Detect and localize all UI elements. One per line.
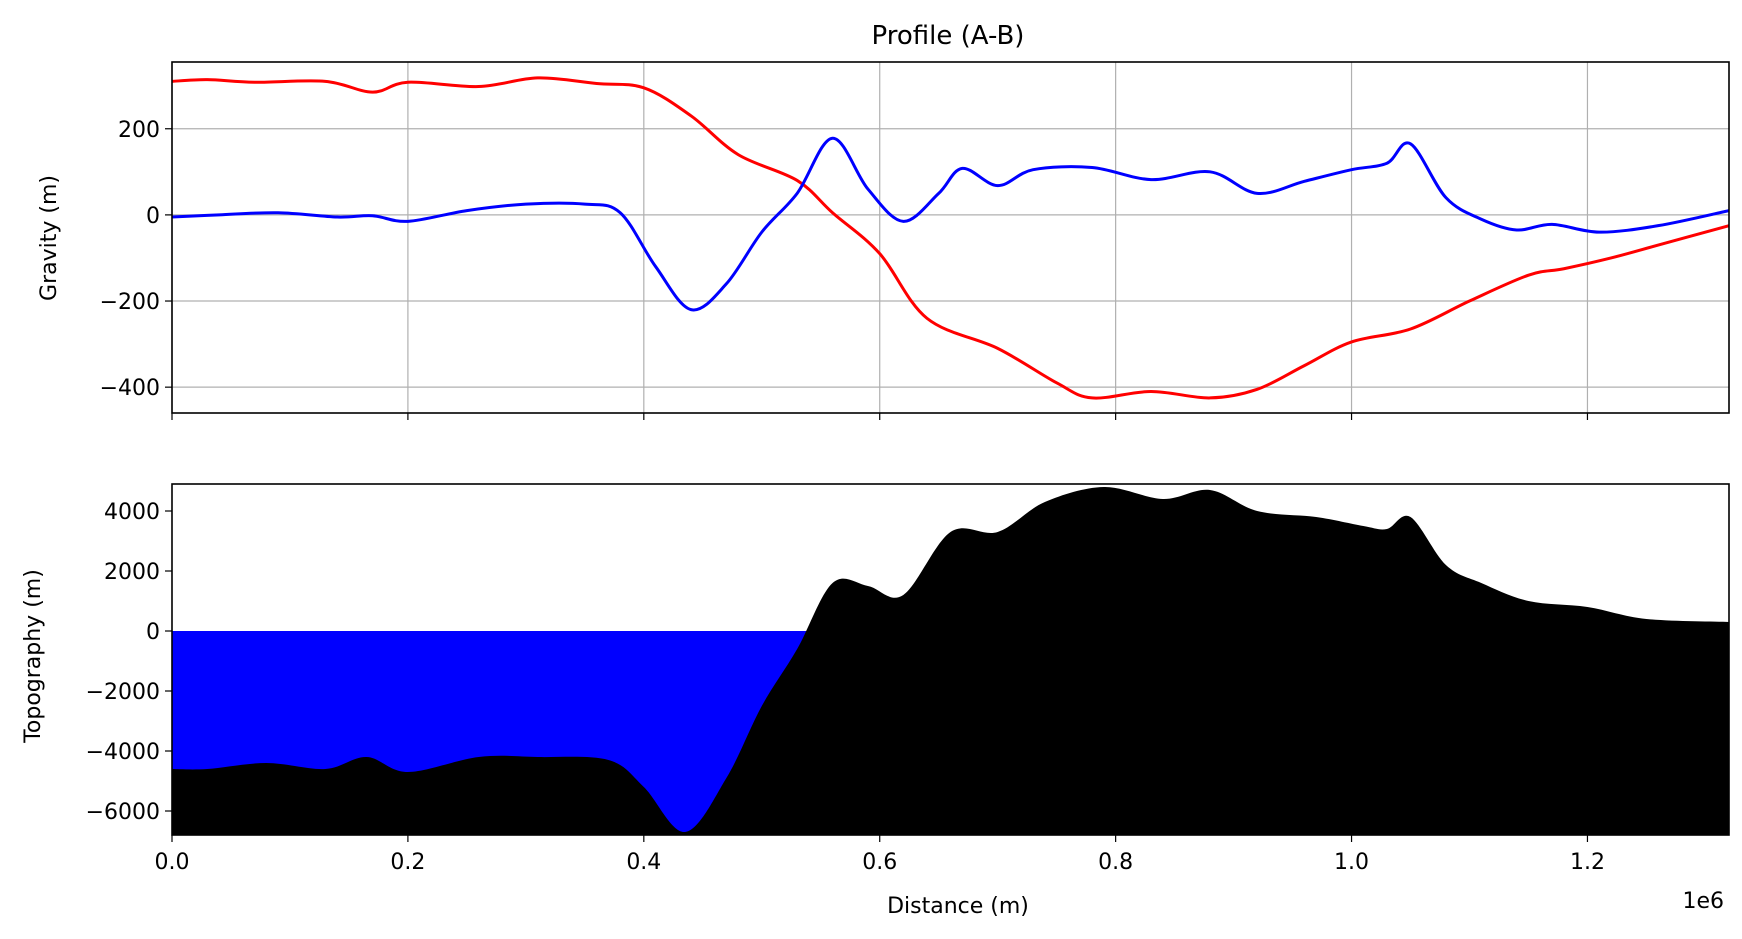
gravity-y-tick-label: −200 [100,290,160,315]
x-tick-label: 0.6 [862,850,897,875]
gravity-series-blue [172,136,1729,312]
x-tick-label: 0.8 [1098,850,1133,875]
gravity-plot-frame [171,61,1730,414]
x-axis-label: Distance (m) [887,894,1029,919]
terrain-fill [172,486,1729,835]
gravity-series-red [172,76,1729,400]
topography-y-tick-label: −4000 [86,740,160,765]
chart-title: Profile (A-B) [872,21,1025,51]
gravity-y-tick-label: −400 [100,376,160,401]
x-tick-label: 1.2 [1570,850,1605,875]
topography-plot-frame [171,483,1730,836]
topography-y-axis-label: Topography (m) [21,569,46,744]
topography-y-tick-label: −2000 [86,680,160,705]
topography-y-tick-label: −6000 [86,800,160,825]
gravity-y-tick-label: 0 [146,204,160,229]
x-tick-label: 0.4 [626,850,661,875]
topography-panel: 4000 2000 0 −2000 −4000 −6000 0.0 0.2 0.4 0.6 0.8 1… [86,483,1730,875]
gravity-y-tick-label: 200 [118,118,160,143]
gravity-panel: 200 0 −200 −400 [100,61,1730,420]
x-tick-label: 0.2 [390,850,425,875]
gravity-y-axis-label: Gravity (m) [37,175,62,301]
topography-y-tick-label: 2000 [104,560,160,585]
x-tick-label: 1.0 [1334,850,1369,875]
topography-y-tick-label: 4000 [104,500,160,525]
x-offset-label: 1e6 [1682,889,1724,914]
topography-y-tick-label: 0 [146,620,160,645]
x-tick-label: 0.0 [155,850,190,875]
